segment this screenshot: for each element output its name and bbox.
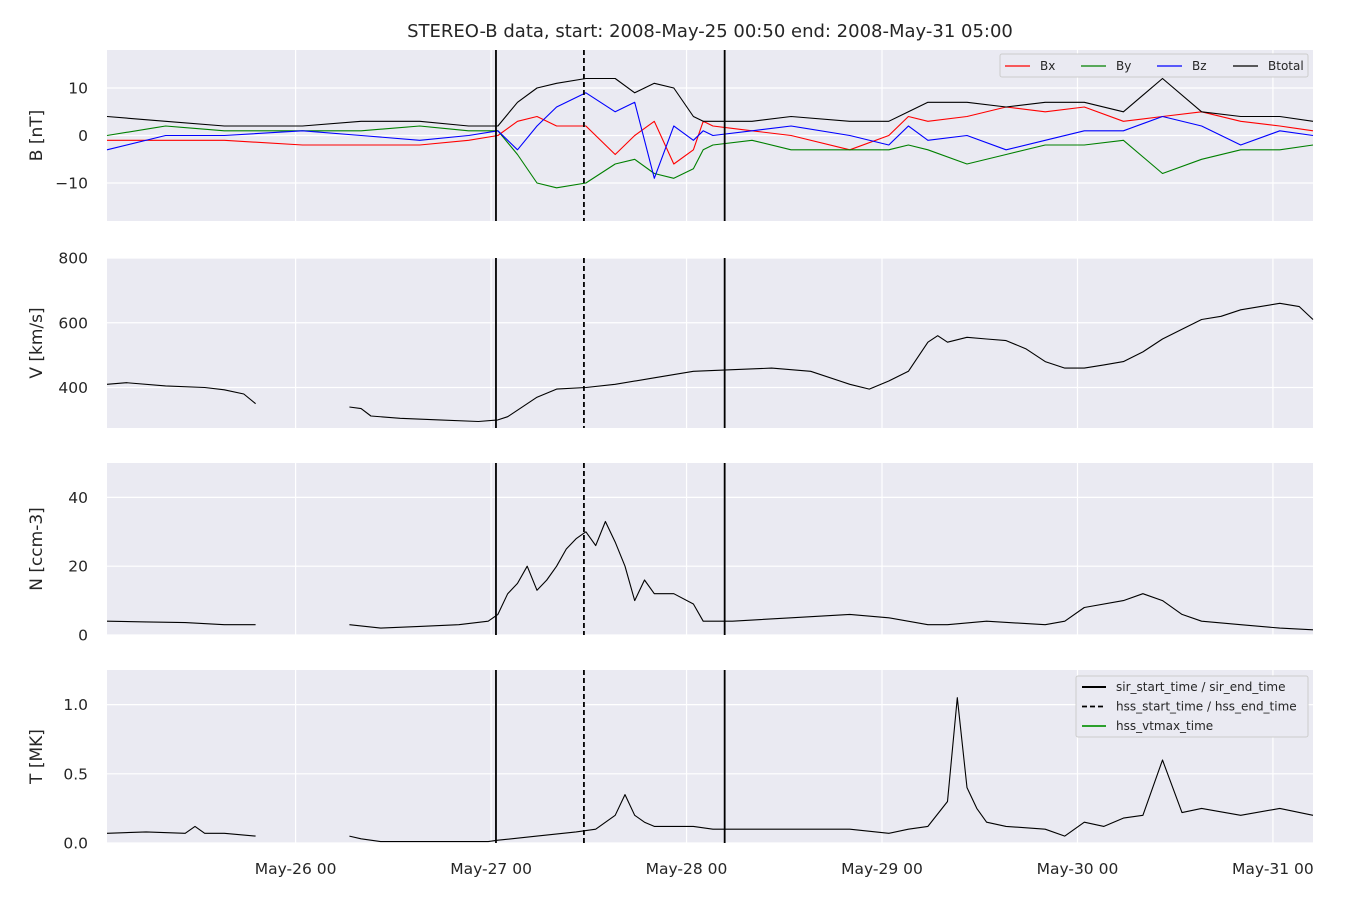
panel-magnetic-field: 10 0 −10 B [nT] Bx By Bz Btotal: [27, 50, 1314, 221]
y-tick-label: 1.0: [63, 696, 88, 714]
y-tick-label: 40: [68, 489, 88, 507]
legend-label: hss_vtmax_time: [1116, 719, 1213, 733]
series-line-by: [106, 125, 1314, 189]
y-tick-label: 400: [58, 379, 88, 397]
x-tick-label: May-29 00: [841, 860, 923, 878]
series-line-bz: [106, 92, 1314, 179]
x-tick-label: May-28 00: [646, 860, 728, 878]
y-tick-label: 20: [68, 558, 88, 576]
y-axis-label: B [nT]: [27, 110, 47, 162]
y-tick-label: 0: [78, 627, 88, 645]
y-axis-label: T [MK]: [27, 729, 47, 785]
series-line-btotal: [106, 77, 1314, 127]
figure-title: STEREO-B data, start: 2008-May-25 00:50 …: [407, 21, 1013, 42]
legend-label: hss_start_time / hss_end_time: [1116, 700, 1297, 714]
x-tick-label: May-31 00: [1232, 860, 1314, 878]
legend-box: [1075, 675, 1309, 738]
legend-label-by: By: [1116, 59, 1131, 73]
x-tick-label: May-26 00: [255, 860, 337, 878]
y-tick-label: 0.0: [63, 835, 88, 853]
panel-density: 40 20 0 N [ccm-3]: [27, 463, 1314, 645]
y-tick-label: 0.5: [63, 765, 88, 783]
series-line-t: [106, 825, 256, 837]
x-tick-label: May-27 00: [450, 860, 532, 878]
x-axis-ticks: May-26 00 May-27 00 May-28 00 May-29 00 May-…: [255, 860, 1314, 878]
legend-events: sir_start_time / sir_end_time hss_start_t…: [1075, 675, 1309, 738]
x-tick-label: May-30 00: [1037, 860, 1119, 878]
plot-area: [107, 463, 1313, 635]
y-tick-label: 600: [58, 314, 88, 332]
panel-velocity: 800 600 400 V [km/s]: [27, 250, 1314, 428]
y-axis-label: V [km/s]: [27, 307, 47, 378]
legend-label-bx: Bx: [1040, 59, 1055, 73]
legend-label-btotal: Btotal: [1268, 59, 1304, 73]
plot-area: [107, 258, 1313, 428]
legend: Bx By Bz Btotal: [999, 53, 1309, 78]
series-line-n: [106, 620, 256, 626]
y-tick-label: 800: [58, 250, 88, 268]
series-line-v: [349, 302, 1314, 423]
series-line-t: [349, 697, 1314, 843]
series-line-n: [349, 520, 1314, 631]
legend-label: sir_start_time / sir_end_time: [1116, 680, 1286, 694]
y-tick-label: 0: [78, 127, 88, 145]
legend-label-bz: Bz: [1192, 59, 1207, 73]
legend-box: [999, 53, 1309, 78]
y-axis-label: N [ccm-3]: [27, 507, 47, 591]
y-tick-label: −10: [55, 175, 88, 193]
series-line-v: [106, 382, 256, 405]
y-tick-label: 10: [68, 80, 88, 98]
panel-temperature: 1.0 0.5 0.0 T [MK] sir_start_time / sir_end_…: [27, 670, 1314, 853]
